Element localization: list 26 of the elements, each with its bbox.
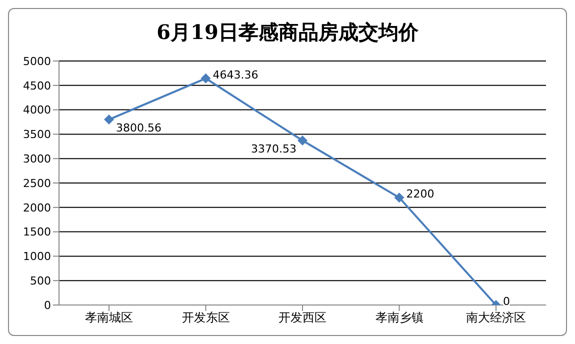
x-tick-label: 开发西区 <box>278 310 326 325</box>
x-tick-label: 南大经济区 <box>466 310 526 325</box>
y-tick-label: 3000 <box>23 152 51 166</box>
x-tick-label: 开发东区 <box>182 310 230 325</box>
y-tick-label: 4500 <box>23 79 51 92</box>
y-tick-label: 4000 <box>23 104 51 117</box>
point <box>298 136 308 146</box>
point <box>200 73 211 84</box>
y-tick-label: 1500 <box>23 226 51 239</box>
x-tick-label: 孝南城区 <box>85 310 133 325</box>
data-label: 3370.53 <box>251 142 296 156</box>
y-tick-label: 2500 <box>23 176 51 190</box>
point <box>394 192 404 203</box>
chart-title: 6月19日孝感商品房成交均价 <box>156 19 420 46</box>
y-tick-label: 5000 <box>23 54 51 68</box>
y-tick-label: 0 <box>44 298 51 312</box>
y-tick-label: 2000 <box>23 201 51 214</box>
data-label: 0 <box>503 295 510 308</box>
x-tick-label: 孝南乡镇 <box>375 310 424 325</box>
data-label: 2200 <box>406 188 434 201</box>
y-tick-label: 3500 <box>23 128 51 142</box>
y-tick-label: 500 <box>30 274 51 288</box>
data-label: 4643.36 <box>212 68 258 82</box>
point <box>104 114 114 125</box>
y-tick-label: 1000 <box>23 250 51 264</box>
data-label: 3800.56 <box>116 122 162 135</box>
